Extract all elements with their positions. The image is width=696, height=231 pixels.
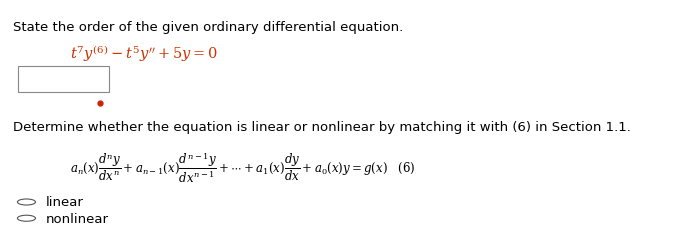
Text: $a_n(x)\dfrac{d^ny}{dx^n} + a_{n-1}(x)\dfrac{d^{n-1}y}{dx^{n-1}} + \cdots + a_1(: $a_n(x)\dfrac{d^ny}{dx^n} + a_{n-1}(x)\d… <box>70 150 416 185</box>
Text: Determine whether the equation is linear or nonlinear by matching it with (6) in: Determine whether the equation is linear… <box>13 120 631 133</box>
Text: nonlinear: nonlinear <box>46 212 109 225</box>
FancyBboxPatch shape <box>18 67 109 92</box>
Text: $t^7y^{(6)} - t^5y^{\prime\prime} + 5y = 0$: $t^7y^{(6)} - t^5y^{\prime\prime} + 5y =… <box>70 43 217 64</box>
Text: State the order of the given ordinary differential equation.: State the order of the given ordinary di… <box>13 21 403 34</box>
Text: linear: linear <box>46 196 84 209</box>
